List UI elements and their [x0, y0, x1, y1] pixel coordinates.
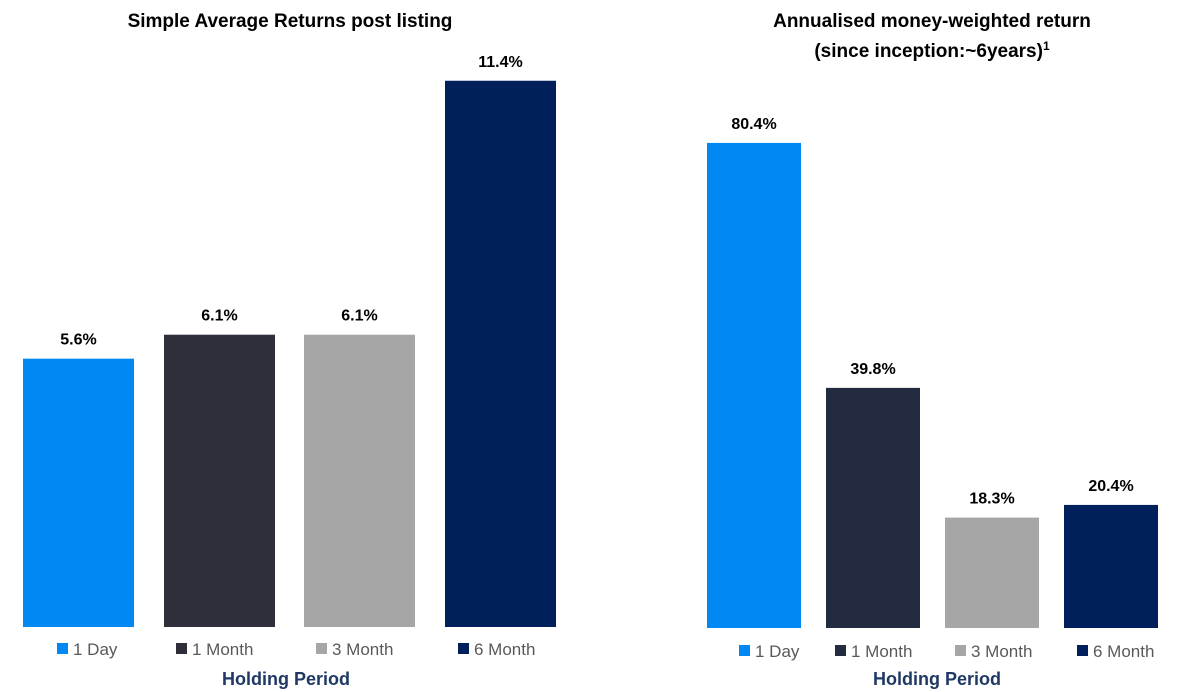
chart1-legend-swatch-4 — [458, 643, 469, 654]
chart1-plot-area: 5.6% 1 Day 6.1% 1 Month 6.1% 3 Month 11.4% 6 Mo… — [23, 54, 556, 659]
chart1-legend-swatch-3 — [316, 643, 327, 654]
chart1-data-label-2: 6.1% — [201, 308, 237, 325]
chart1-data-label-1: 5.6% — [60, 332, 96, 349]
chart2-subtitle-superscript: 1 — [1043, 39, 1050, 53]
chart1-legend-swatch-1 — [57, 643, 68, 654]
chart2-legend-label-4: 6 Month — [1093, 642, 1154, 661]
chart2-bar-3 — [945, 517, 1039, 628]
chart2-legend-swatch-1 — [739, 645, 750, 656]
chart1-bar-3 — [304, 334, 415, 627]
chart2-data-label-1: 80.4% — [731, 116, 776, 133]
chart1-data-label-4: 11.4% — [478, 54, 522, 71]
chart1-bar-1 — [23, 358, 134, 627]
chart2-data-label-2: 39.8% — [850, 361, 895, 378]
chart1-bar-4 — [445, 80, 556, 627]
chart2-legend-label-3: 3 Month — [971, 642, 1032, 661]
chart2-legend-label-1: 1 Day — [755, 642, 800, 661]
chart1-legend-label-3: 3 Month — [332, 640, 393, 659]
chart1-legend-label-2: 1 Month — [192, 640, 253, 659]
chart1-legend-swatch-2 — [176, 643, 187, 654]
chart1-bar-2 — [164, 334, 275, 627]
chart2-x-axis-title: Holding Period — [873, 669, 1001, 689]
chart2-data-label-3: 18.3% — [969, 491, 1014, 508]
chart2-subtitle-text: (since inception:~6years) — [814, 41, 1043, 62]
chart2-title: Annualised money-weighted return — [773, 11, 1091, 32]
chart2-legend-label-2: 1 Month — [851, 642, 912, 661]
chart2-subtitle: (since inception:~6years)1 — [814, 39, 1050, 62]
chart1-legend-label-4: 6 Month — [474, 640, 535, 659]
chart1-legend-label-1: 1 Day — [73, 640, 118, 659]
chart2-bar-1 — [707, 142, 801, 629]
chart2-bar-2 — [826, 387, 920, 628]
chart2-legend-swatch-4 — [1077, 645, 1088, 656]
chart2-data-label-4: 20.4% — [1088, 478, 1133, 495]
chart2-legend-swatch-2 — [835, 645, 846, 656]
chart1-data-label-3: 6.1% — [341, 308, 377, 325]
chart2-legend-swatch-3 — [955, 645, 966, 656]
chart2-bar-4 — [1064, 504, 1158, 628]
chart1-x-axis-title: Holding Period — [222, 669, 350, 689]
chart1-title: Simple Average Returns post listing — [128, 11, 453, 32]
chart2-plot-area: 80.4% 1 Day 39.8% 1 Month 18.3% 3 Month 20.4% 6… — [707, 116, 1158, 661]
